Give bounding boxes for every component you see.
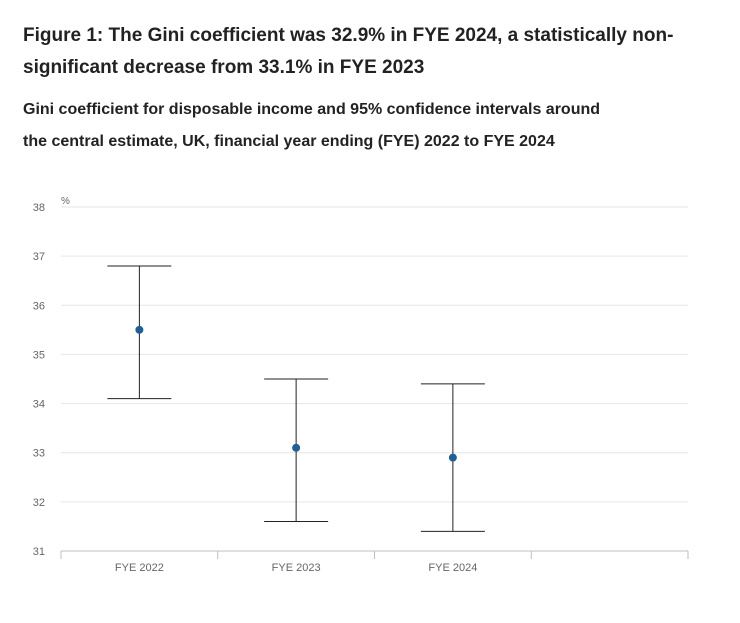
y-tick-label: 31 xyxy=(33,546,45,558)
y-tick-label: 37 xyxy=(33,251,45,263)
gridlines xyxy=(61,206,688,503)
x-axis xyxy=(60,550,689,559)
x-tick-label: FYE 2023 xyxy=(272,562,321,574)
y-tick-label: 35 xyxy=(33,349,45,361)
x-tick-label: FYE 2022 xyxy=(115,562,164,574)
y-tick-label: 33 xyxy=(33,448,45,460)
chart-subtitle: Gini coefficient for disposable income a… xyxy=(23,101,601,150)
central-estimate-points xyxy=(135,325,457,462)
central-estimate-point xyxy=(292,443,301,452)
chart-title: Figure 1: The Gini coefficient was 32.9%… xyxy=(23,25,674,78)
x-tick-label: FYE 2024 xyxy=(428,562,477,574)
y-tick-label: 34 xyxy=(33,399,45,411)
x-axis-tick-labels: FYE 2022 FYE 2023 FYE 2024 xyxy=(115,562,477,574)
y-tick-label: 36 xyxy=(33,300,45,312)
central-estimate-point xyxy=(448,453,457,462)
y-tick-label: 38 xyxy=(33,202,45,214)
central-estimate-point xyxy=(135,325,144,334)
y-axis-unit-label: % xyxy=(61,196,70,207)
y-tick-label: 32 xyxy=(33,497,45,509)
y-axis-tick-labels: 31 32 33 34 35 36 37 38 xyxy=(33,202,45,558)
